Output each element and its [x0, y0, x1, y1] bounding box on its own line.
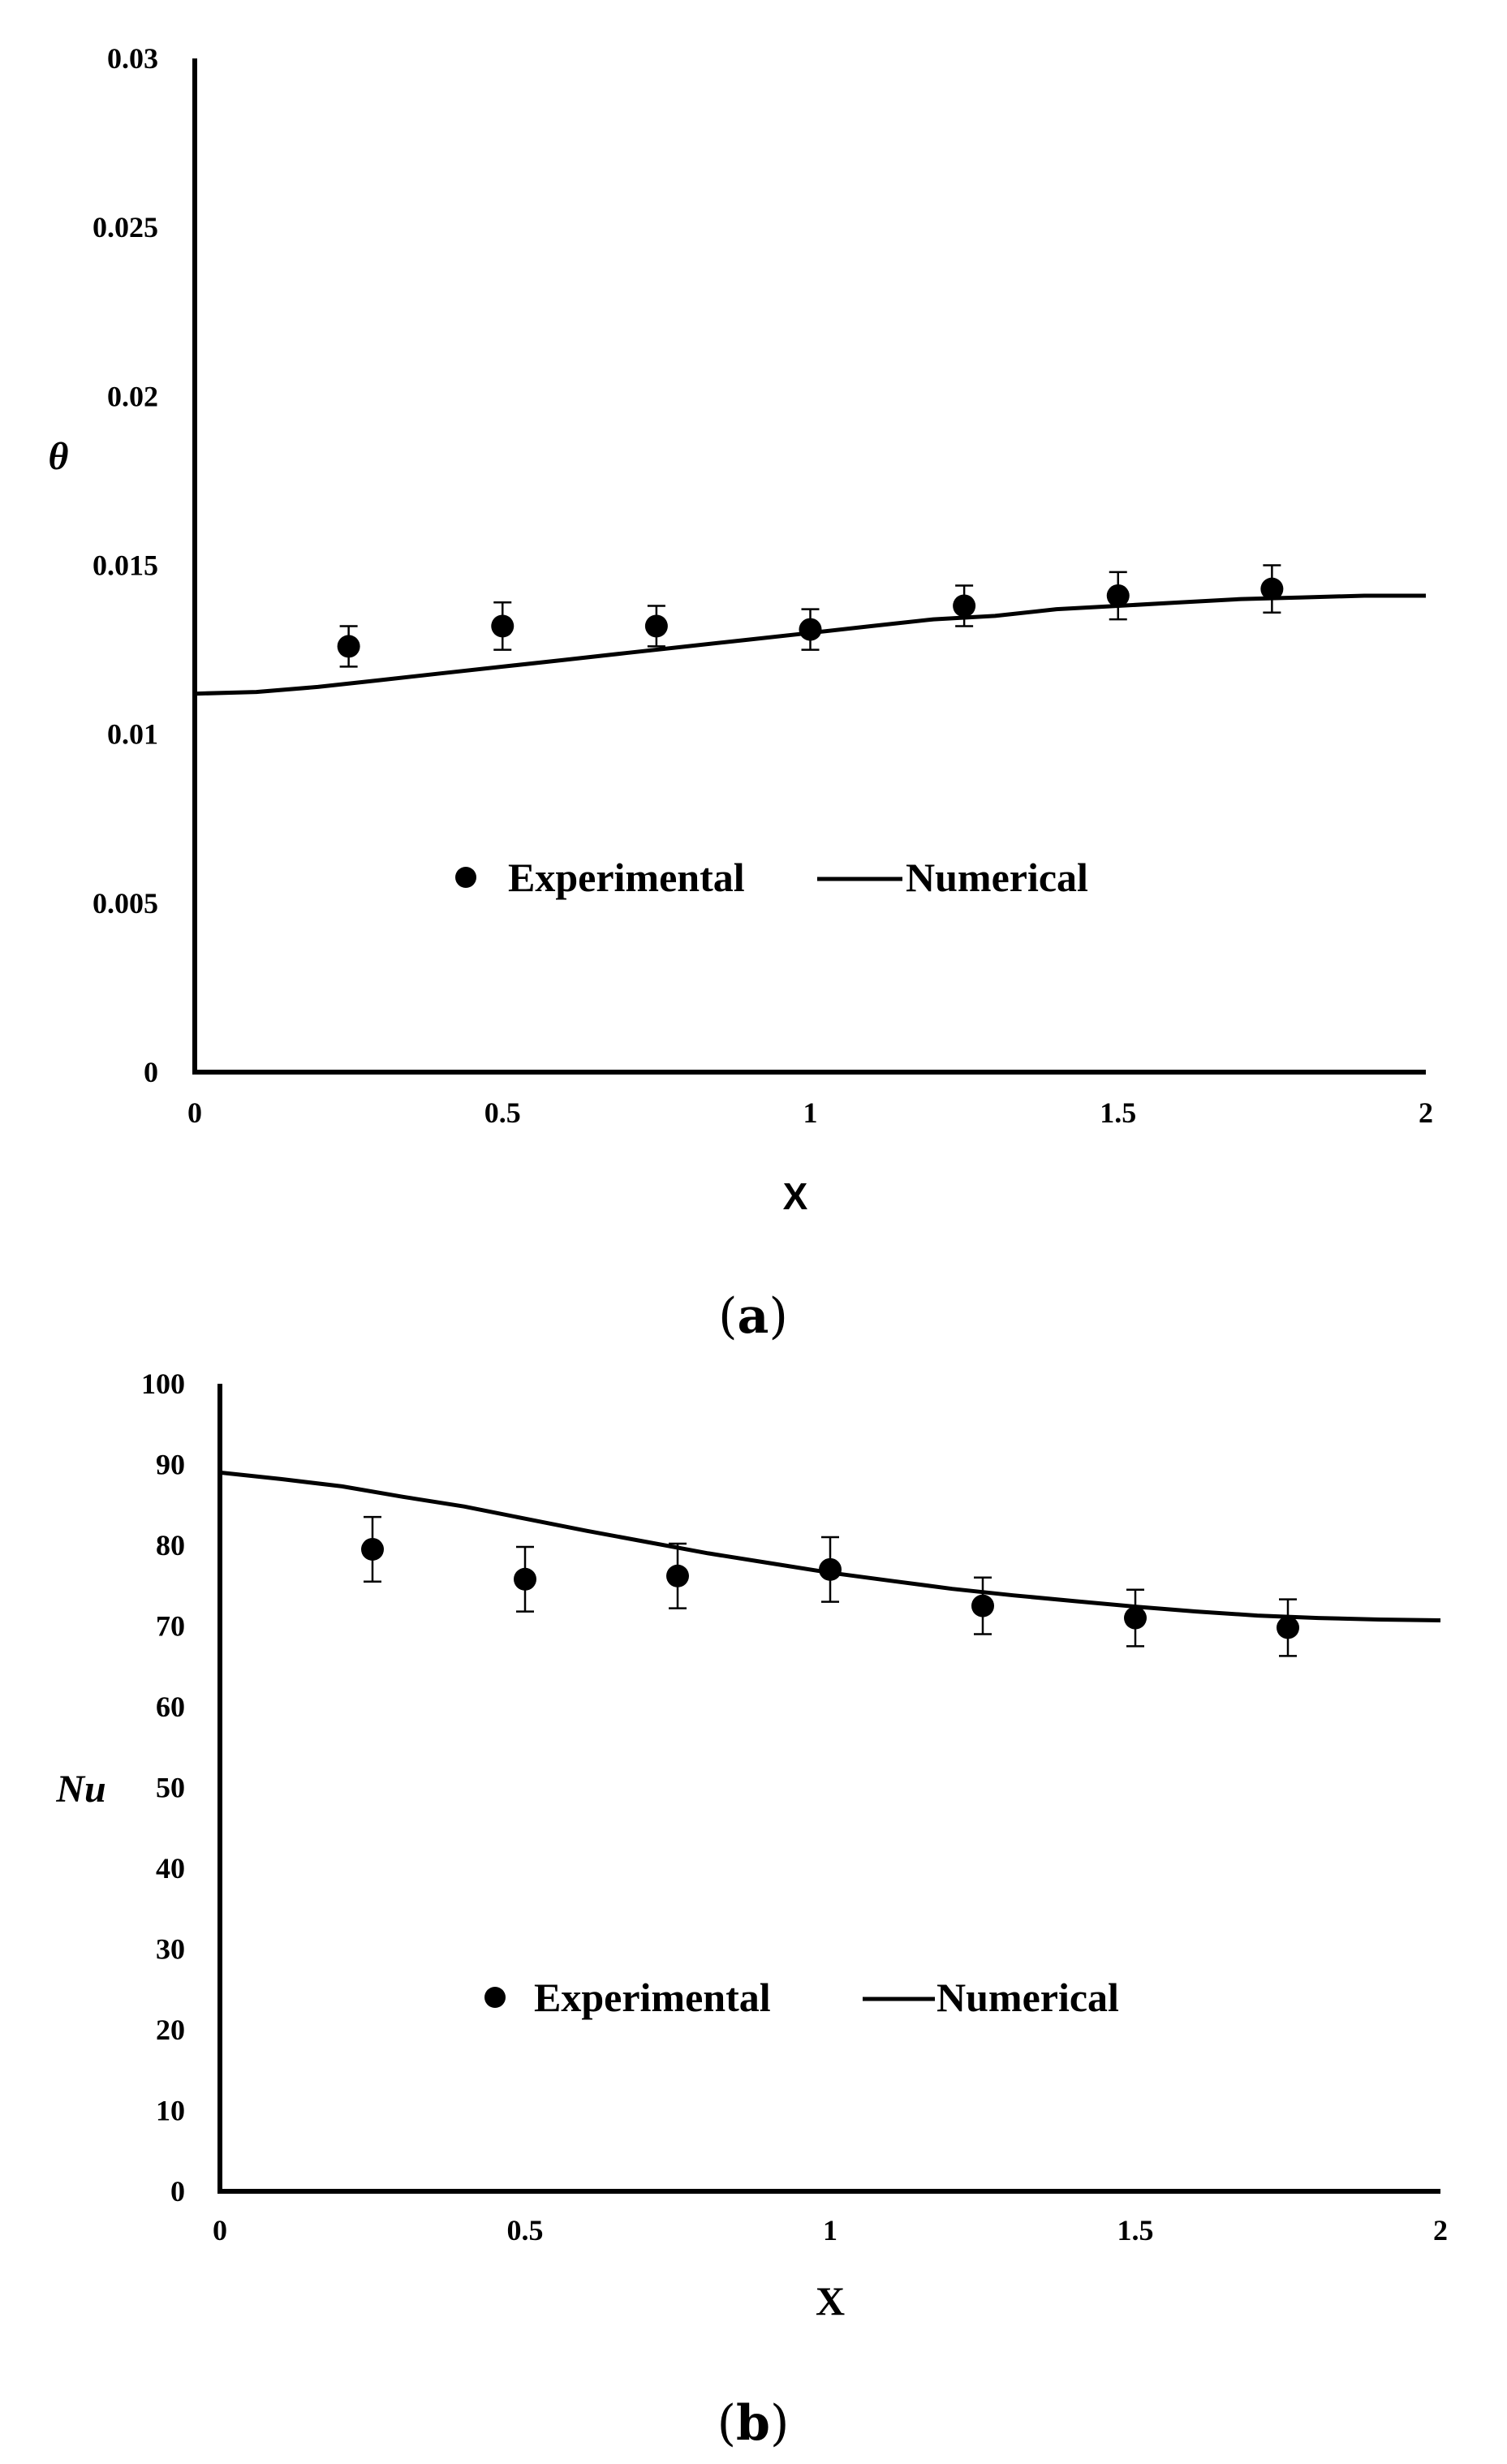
- panel-b-nusselt-chart: 0 10 20 30 40 50 60 70 80 90 100 0 0.5 1 1.5 2 Nu X Ex…: [55, 1368, 1448, 2452]
- panel-a-y-tick-label: 0.03: [107, 42, 158, 75]
- panel-b-y-tick-label: 20: [156, 2014, 185, 2046]
- panel-b-y-tick-label: 90: [156, 1449, 185, 1481]
- panel-a-y-tick-label: 0.02: [107, 380, 158, 412]
- panel-b-y-tick-label: 10: [156, 2095, 185, 2127]
- panel-a-y-tick-label: 0.025: [93, 211, 158, 243]
- panel-a-experimental-point: [491, 614, 515, 638]
- panel-b-legend-label-experimental: Experimental: [534, 1975, 771, 2020]
- panel-a-x-tick-label: 2: [1419, 1096, 1433, 1129]
- panel-a-x-tick-label: 0: [187, 1096, 202, 1129]
- panel-a-experimental-point: [1260, 577, 1284, 601]
- panel-b-y-tick-label: 50: [156, 1772, 185, 1804]
- panel-b-y-tick-label: 70: [156, 1610, 185, 1643]
- panel-b-experimental-point: [971, 1594, 994, 1618]
- panel-a-legend-label-numerical: Numerical: [906, 855, 1088, 900]
- panel-a-y-tick-label: 0.015: [93, 549, 158, 582]
- panel-a-experimental-point: [644, 614, 668, 638]
- panel-b-y-tick-labels: 0 10 20 30 40 50 60 70 80 90 100: [141, 1368, 185, 2208]
- panel-a-theta-chart: 0 0.005 0.01 0.015 0.02 0.025 0.03 0 0.5 1 1.5 2 θ…: [49, 42, 1433, 1345]
- panel-b-y-tick-label: 30: [156, 1933, 185, 1966]
- panel-b-legend-label-numerical: Numerical: [936, 1975, 1119, 2020]
- panel-a-plot-area: [194, 564, 1426, 696]
- panel-a-legend: Experimental Numerical: [455, 855, 1088, 900]
- panel-b-legend-marker-experimental: [484, 1987, 506, 2008]
- panel-b-x-tick-label: 2: [1433, 2214, 1448, 2246]
- panel-a-y-tick-labels: 0 0.005 0.01 0.015 0.02 0.025 0.03: [93, 42, 158, 1088]
- panel-b-y-tick-label: 80: [156, 1529, 185, 1562]
- panel-b-caption: (b): [717, 2395, 790, 2452]
- panel-b-experimental-point: [666, 1564, 689, 1587]
- panel-b-y-axis-label: Nu: [55, 1768, 105, 1811]
- panel-b-experimental-point: [819, 1557, 842, 1581]
- panel-a-x-tick-labels: 0 0.5 1 1.5 2: [187, 1096, 1433, 1129]
- panel-b-experimental-point: [514, 1567, 536, 1591]
- panel-a-experimental-point: [337, 635, 360, 658]
- panel-a-legend-marker-experimental: [455, 867, 476, 888]
- panel-a-x-axis-label: X: [783, 1175, 808, 1217]
- panel-b-experimental-point: [361, 1537, 384, 1561]
- panel-a-experimental-point: [799, 618, 822, 641]
- panel-b-x-tick-label: 1: [823, 2214, 837, 2246]
- panel-b-experimental-point: [1124, 1606, 1147, 1630]
- panel-b-plot-area: [219, 1470, 1441, 1657]
- panel-b-y-tick-label: 40: [156, 1852, 185, 1885]
- panel-b-x-tick-label: 1.5: [1117, 2214, 1154, 2246]
- panel-a-caption: (a): [718, 1288, 788, 1345]
- panel-b-y-tick-label: 0: [170, 2175, 185, 2208]
- panel-b-x-tick-label: 0: [213, 2214, 227, 2246]
- panel-a-y-tick-label: 0.005: [93, 887, 158, 920]
- panel-b-x-tick-label: 0.5: [507, 2214, 544, 2246]
- panel-b-x-tick-labels: 0 0.5 1 1.5 2: [213, 2214, 1448, 2246]
- panel-a-experimental-point: [1106, 584, 1130, 607]
- panel-b-y-tick-label: 100: [141, 1368, 185, 1400]
- panel-a-y-tick-label: 0: [144, 1056, 158, 1088]
- panel-a-legend-label-experimental: Experimental: [508, 855, 745, 900]
- panel-b-y-tick-label: 60: [156, 1691, 185, 1723]
- panel-a-y-axis-label: θ: [49, 435, 69, 478]
- panel-a-x-tick-label: 1: [803, 1096, 818, 1129]
- panel-b-x-axis-label: X: [816, 2278, 845, 2324]
- panel-a-x-tick-label: 0.5: [484, 1096, 521, 1129]
- panel-b-experimental-point: [1277, 1616, 1299, 1639]
- panel-a-y-tick-label: 0.01: [107, 718, 158, 751]
- panel-a-experimental-point: [953, 594, 976, 618]
- panel-b-legend: Experimental Numerical: [484, 1975, 1119, 2020]
- panel-a-x-tick-label: 1.5: [1100, 1096, 1136, 1129]
